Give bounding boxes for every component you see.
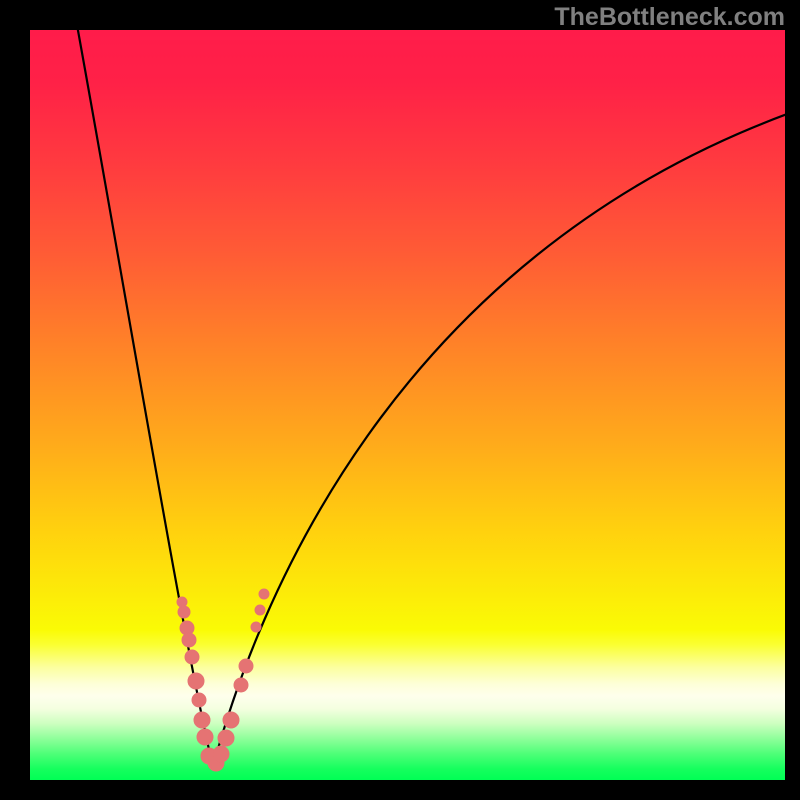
data-marker xyxy=(251,622,261,632)
data-marker xyxy=(239,659,253,673)
data-marker xyxy=(223,712,239,728)
plot-area xyxy=(30,30,785,780)
data-marker xyxy=(188,673,204,689)
data-marker xyxy=(192,693,206,707)
data-marker xyxy=(255,605,265,615)
data-marker xyxy=(213,746,229,762)
chart-svg xyxy=(30,30,785,780)
data-marker xyxy=(182,633,196,647)
data-marker xyxy=(218,730,234,746)
frame-left xyxy=(0,0,30,800)
data-marker xyxy=(177,597,187,607)
data-marker xyxy=(194,712,210,728)
frame-bottom xyxy=(0,780,800,800)
data-marker xyxy=(259,589,269,599)
data-marker xyxy=(178,606,190,618)
data-marker xyxy=(197,729,213,745)
watermark-text: TheBottleneck.com xyxy=(554,3,785,32)
frame-right xyxy=(785,0,800,800)
data-marker xyxy=(234,678,248,692)
data-marker xyxy=(185,650,199,664)
